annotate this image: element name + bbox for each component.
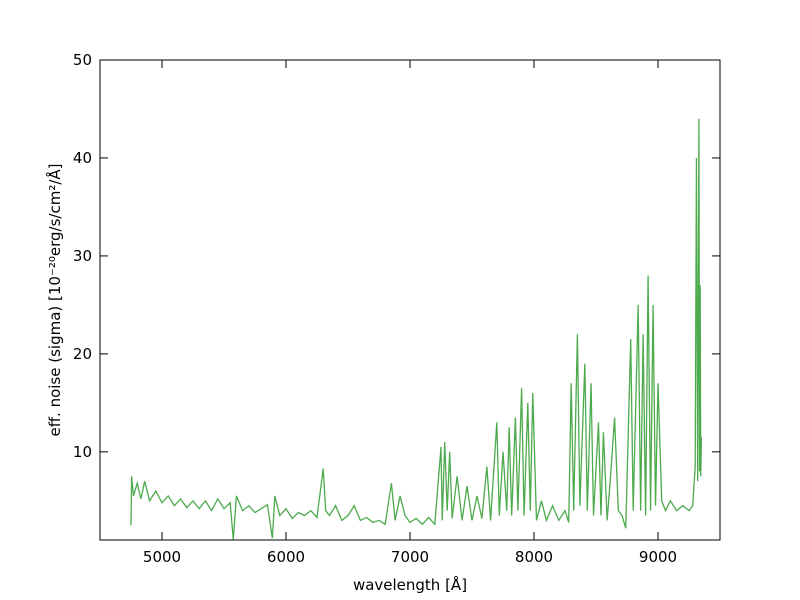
y-tick-label: 40 — [73, 149, 92, 167]
x-tick-label: 7000 — [391, 548, 429, 566]
x-tick-label: 6000 — [267, 548, 305, 566]
y-tick-label: 30 — [73, 247, 92, 265]
y-tick-label: 20 — [73, 345, 92, 363]
y-tick-label: 50 — [73, 51, 92, 69]
x-tick-label: 8000 — [515, 548, 553, 566]
y-axis-label: eff. noise (sigma) [10⁻²⁰erg/s/cm²/Å] — [45, 163, 64, 436]
y-tick-label: 10 — [73, 443, 92, 461]
data-line — [130, 118, 703, 541]
x-axis-label: wavelength [Å] — [353, 575, 467, 594]
x-tick-label: 9000 — [639, 548, 677, 566]
x-tick-label: 5000 — [143, 548, 181, 566]
